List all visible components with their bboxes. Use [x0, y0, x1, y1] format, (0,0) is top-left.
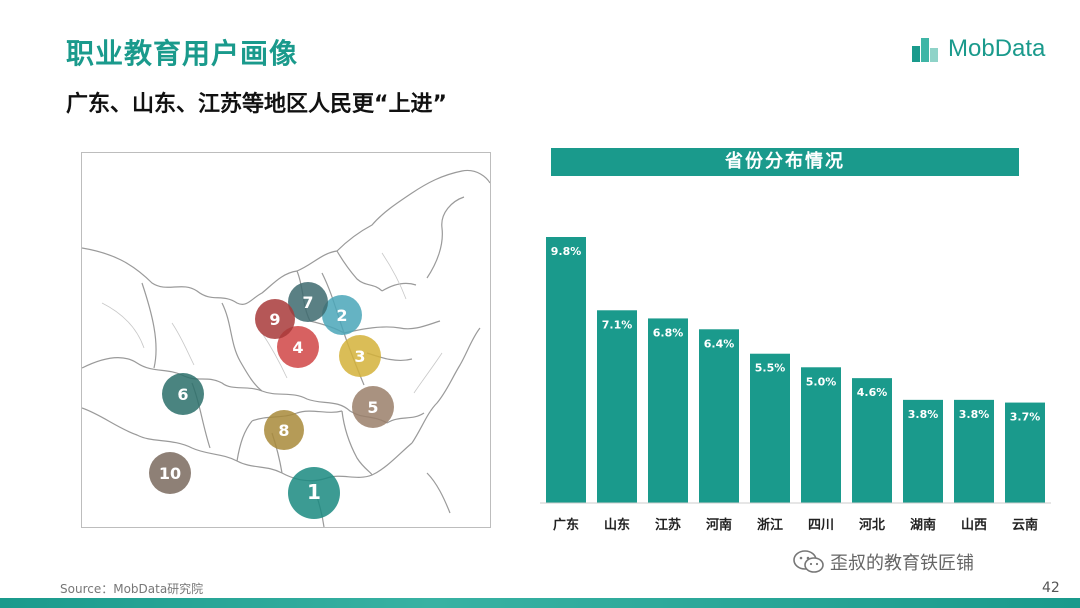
map-marker-7 [288, 282, 328, 322]
bar-河南 [699, 329, 739, 503]
page-number: 42 [1042, 580, 1060, 596]
bar-value-label: 6.8% [653, 326, 684, 339]
bar-value-label: 3.8% [959, 408, 990, 421]
bar-value-label: 3.8% [908, 408, 939, 421]
bar-value-label: 7.1% [602, 318, 633, 331]
map-marker-label: 9 [269, 310, 280, 329]
x-tick-label: 河南 [706, 517, 732, 533]
map-marker-1 [288, 467, 340, 519]
bar-value-label: 5.0% [806, 375, 837, 388]
map-marker-9 [255, 299, 295, 339]
map-marker-label: 3 [354, 347, 365, 366]
map-marker-label: 10 [159, 464, 181, 483]
source-note: Source：MobData研究院 [60, 582, 204, 596]
logo: MobData [910, 34, 1045, 64]
x-tick-label: 江苏 [655, 517, 681, 533]
map-marker-label: 5 [367, 398, 378, 417]
map-marker-10 [149, 452, 191, 494]
map-marker-8 [264, 410, 304, 450]
watermark-text: 歪叔的教育铁匠铺 [830, 553, 974, 574]
footer-bar [0, 598, 1080, 608]
map-marker-label: 1 [307, 480, 321, 504]
bar-湖南 [903, 399, 943, 503]
page-subtitle: 广东、山东、江苏等地区人民更“上进” [66, 92, 447, 117]
bar-山东 [597, 310, 637, 503]
bar-value-label: 5.5% [755, 362, 786, 375]
x-tick-label: 山西 [961, 517, 987, 533]
x-tick-label: 浙江 [757, 517, 783, 533]
page-title: 职业教育用户画像 [66, 37, 299, 70]
bar-value-label: 9.8% [551, 245, 582, 258]
bar-江苏 [648, 318, 688, 503]
chart-title: 省份分布情况 [551, 148, 1019, 176]
bar-value-label: 6.4% [704, 337, 735, 350]
x-tick-label: 四川 [808, 518, 834, 533]
map-marker-label: 6 [177, 385, 188, 404]
bar-chart: 9.8% 广东 7.1% 山东 6.8% 江苏 6.4% 河南 5.5% 浙江 5.0% 四川 4.6%… [540, 195, 1060, 545]
map-marker-6 [162, 373, 204, 415]
bar-云南 [1005, 402, 1045, 503]
bar-value-label: 4.6% [857, 386, 888, 399]
x-tick-label: 广东 [553, 517, 579, 533]
map-marker-label: 2 [336, 306, 347, 325]
mobdata-logo-icon [912, 38, 938, 62]
logo-text: MobData [948, 35, 1046, 62]
map-marker-label: 4 [292, 338, 303, 357]
bar-value-label: 3.7% [1010, 411, 1041, 424]
bar-四川 [801, 367, 841, 503]
map-marker-2 [322, 295, 362, 335]
map-marker-label: 8 [278, 421, 289, 440]
wechat-icon [793, 550, 824, 573]
bar-chart-svg: 9.8% 广东 7.1% 山东 6.8% 江苏 6.4% 河南 5.5% 浙江 5.0% 四川 4.6%… [540, 237, 1051, 533]
x-tick-label: 湖南 [910, 517, 936, 533]
watermark: 歪叔的教育铁匠铺 [792, 549, 974, 575]
map-markers-layer: 1 2 3 4 5 6 7 8 9 10 [149, 282, 394, 519]
china-map: 1 2 3 4 5 6 7 8 9 10 [81, 152, 491, 528]
x-tick-label: 山东 [604, 517, 630, 533]
x-tick-label: 云南 [1012, 517, 1038, 533]
map-marker-5 [352, 386, 394, 428]
x-tick-label: 河北 [859, 517, 885, 533]
bar-山西 [954, 399, 994, 503]
map-marker-label: 7 [302, 293, 313, 312]
bar-河北 [852, 378, 892, 503]
bar-浙江 [750, 353, 790, 503]
map-marker-4 [277, 326, 319, 368]
bar-广东 [546, 237, 586, 503]
map-marker-3 [339, 335, 381, 377]
